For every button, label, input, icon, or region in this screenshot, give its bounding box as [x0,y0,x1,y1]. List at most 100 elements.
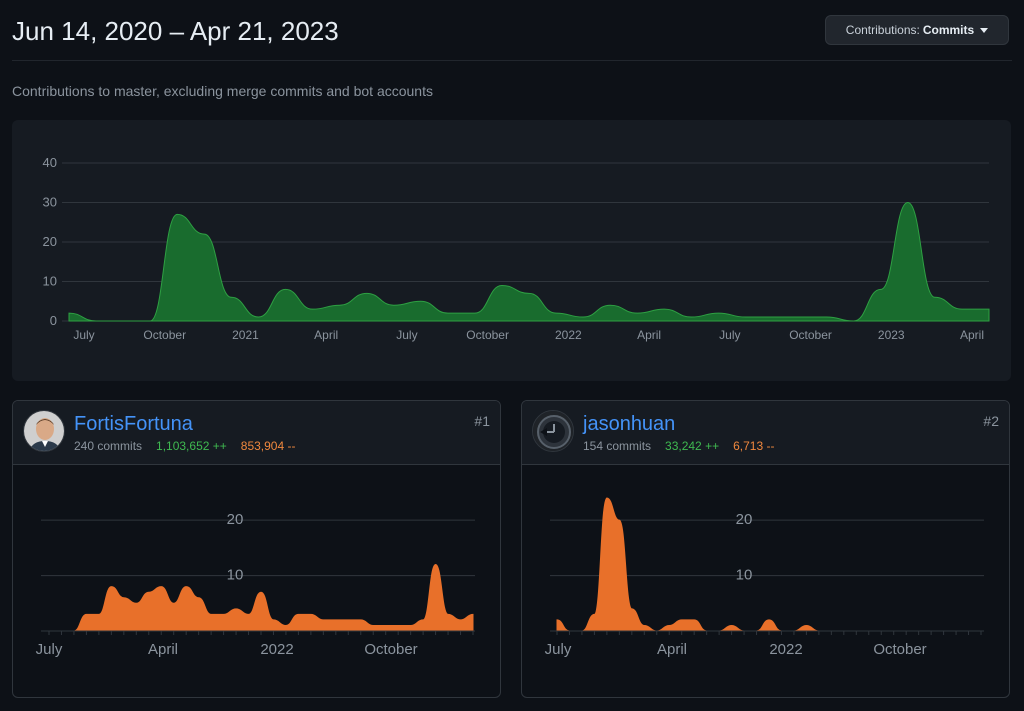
contributor-card-header: FortisFortuna 240 commits 1,103,652 ++ 853… [13,401,500,465]
data-point [609,304,611,306]
dropdown-prefix: Contributions: [845,23,920,37]
data-point [768,619,770,621]
contributor-username[interactable]: jasonhuan [583,413,676,435]
data-point [210,613,212,615]
data-point [297,613,299,615]
data-point [272,619,274,621]
data-point [663,308,665,310]
data-point [501,284,503,286]
data-point [799,316,801,318]
x-tick-label: July [36,641,63,658]
x-tick-label: 2021 [232,328,259,342]
data-point [149,320,151,322]
data-point [422,619,424,621]
data-point [235,608,237,610]
data-point [880,288,882,290]
avatar-photo-graphic [24,411,64,451]
data-point [593,613,595,615]
y-tick-label: 20 [736,511,753,528]
data-point [961,308,963,310]
data-point [606,497,608,499]
data-point [230,296,232,298]
commit-area-series [49,563,474,632]
data-point [853,320,855,322]
data-point [528,292,530,294]
data-point [693,619,695,621]
data-point [636,312,638,314]
contributor-username[interactable]: FortisFortuna [74,413,193,435]
data-point [203,233,205,235]
additions-count: 1,103,652 ++ [156,439,227,453]
contributor-rank: #1 [474,413,490,429]
avatar-clock-graphic [533,411,573,451]
y-tick-label: 30 [43,195,57,210]
data-point [185,586,187,588]
data-point [643,624,645,626]
x-tick-label: April [148,641,178,658]
data-point [934,296,936,298]
contributor-rank: #2 [983,413,999,429]
data-point [385,624,387,626]
data-point [988,308,990,310]
data-point [668,624,670,626]
contributor-commits-chart: 10 20 July April 2022 October [13,465,500,697]
data-point [731,624,733,626]
data-point [556,619,558,621]
data-point [223,613,225,615]
data-point [447,613,449,615]
contributions-type-dropdown[interactable]: Contributions: Commits [825,15,1009,45]
x-tick-label: April [960,328,984,342]
deletions-count: 853,904 -- [240,439,296,453]
contributor-stats: 154 commits 33,242 ++ 6,713 -- [583,439,774,453]
x-tick-label: 2022 [769,641,802,658]
dropdown-value: Commits [922,23,975,37]
data-point [148,591,150,593]
data-point [335,619,337,621]
data-point [366,292,368,294]
x-tick-label: July [719,328,740,342]
x-tick-label: 2023 [878,328,905,342]
data-point [555,312,557,314]
x-tick-label: July [396,328,417,342]
data-point [410,624,412,626]
clock-avatar-icon[interactable] [532,410,574,452]
commit-area-series [556,497,981,632]
y-tick-label: 0 [50,313,57,328]
y-tick-label: 10 [736,567,753,584]
contributor-card-header: jasonhuan 154 commits 33,242 ++ 6,713 -- #… [522,401,1009,465]
date-range-title: Jun 14, 2020 – Apr 21, 2023 [12,16,339,46]
caret-down-icon [980,27,989,33]
y-tick-label: 20 [43,234,57,249]
contributor-commits-svg: 10 20 July April 2022 October [545,497,984,658]
data-point [312,308,314,310]
contributor-commits-svg: 10 20 July April 2022 October [36,511,475,658]
data-point [98,613,100,615]
overall-commits-svg: 0 10 20 30 40 July October 2021 April July October… [43,155,990,342]
user-photo-avatar-icon[interactable] [23,410,65,452]
data-point [135,602,137,604]
data-point [285,624,287,626]
data-point [310,613,312,615]
data-point [248,613,250,615]
data-point [85,613,87,615]
x-tick-label: 2022 [555,328,582,342]
x-tick-label: April [314,328,338,342]
header-divider [12,60,1012,61]
data-point [690,316,692,318]
additions-count: 33,242 ++ [665,439,720,453]
contributor-commits-chart: 10 20 July April 2022 October [522,465,1009,697]
data-point [420,300,422,302]
data-point [122,320,124,322]
data-point [472,613,474,615]
x-tick-label: October [364,641,417,658]
data-point [123,597,125,599]
x-tick-label: October [143,328,186,342]
data-point [805,624,807,626]
data-point [582,316,584,318]
y-tick-label: 40 [43,155,57,170]
data-point [257,316,259,318]
x-tick-label: October [873,641,926,658]
x-tick-label: October [466,328,509,342]
contributor-stats: 240 commits 1,103,652 ++ 853,904 -- [74,439,295,453]
data-point [631,608,633,610]
